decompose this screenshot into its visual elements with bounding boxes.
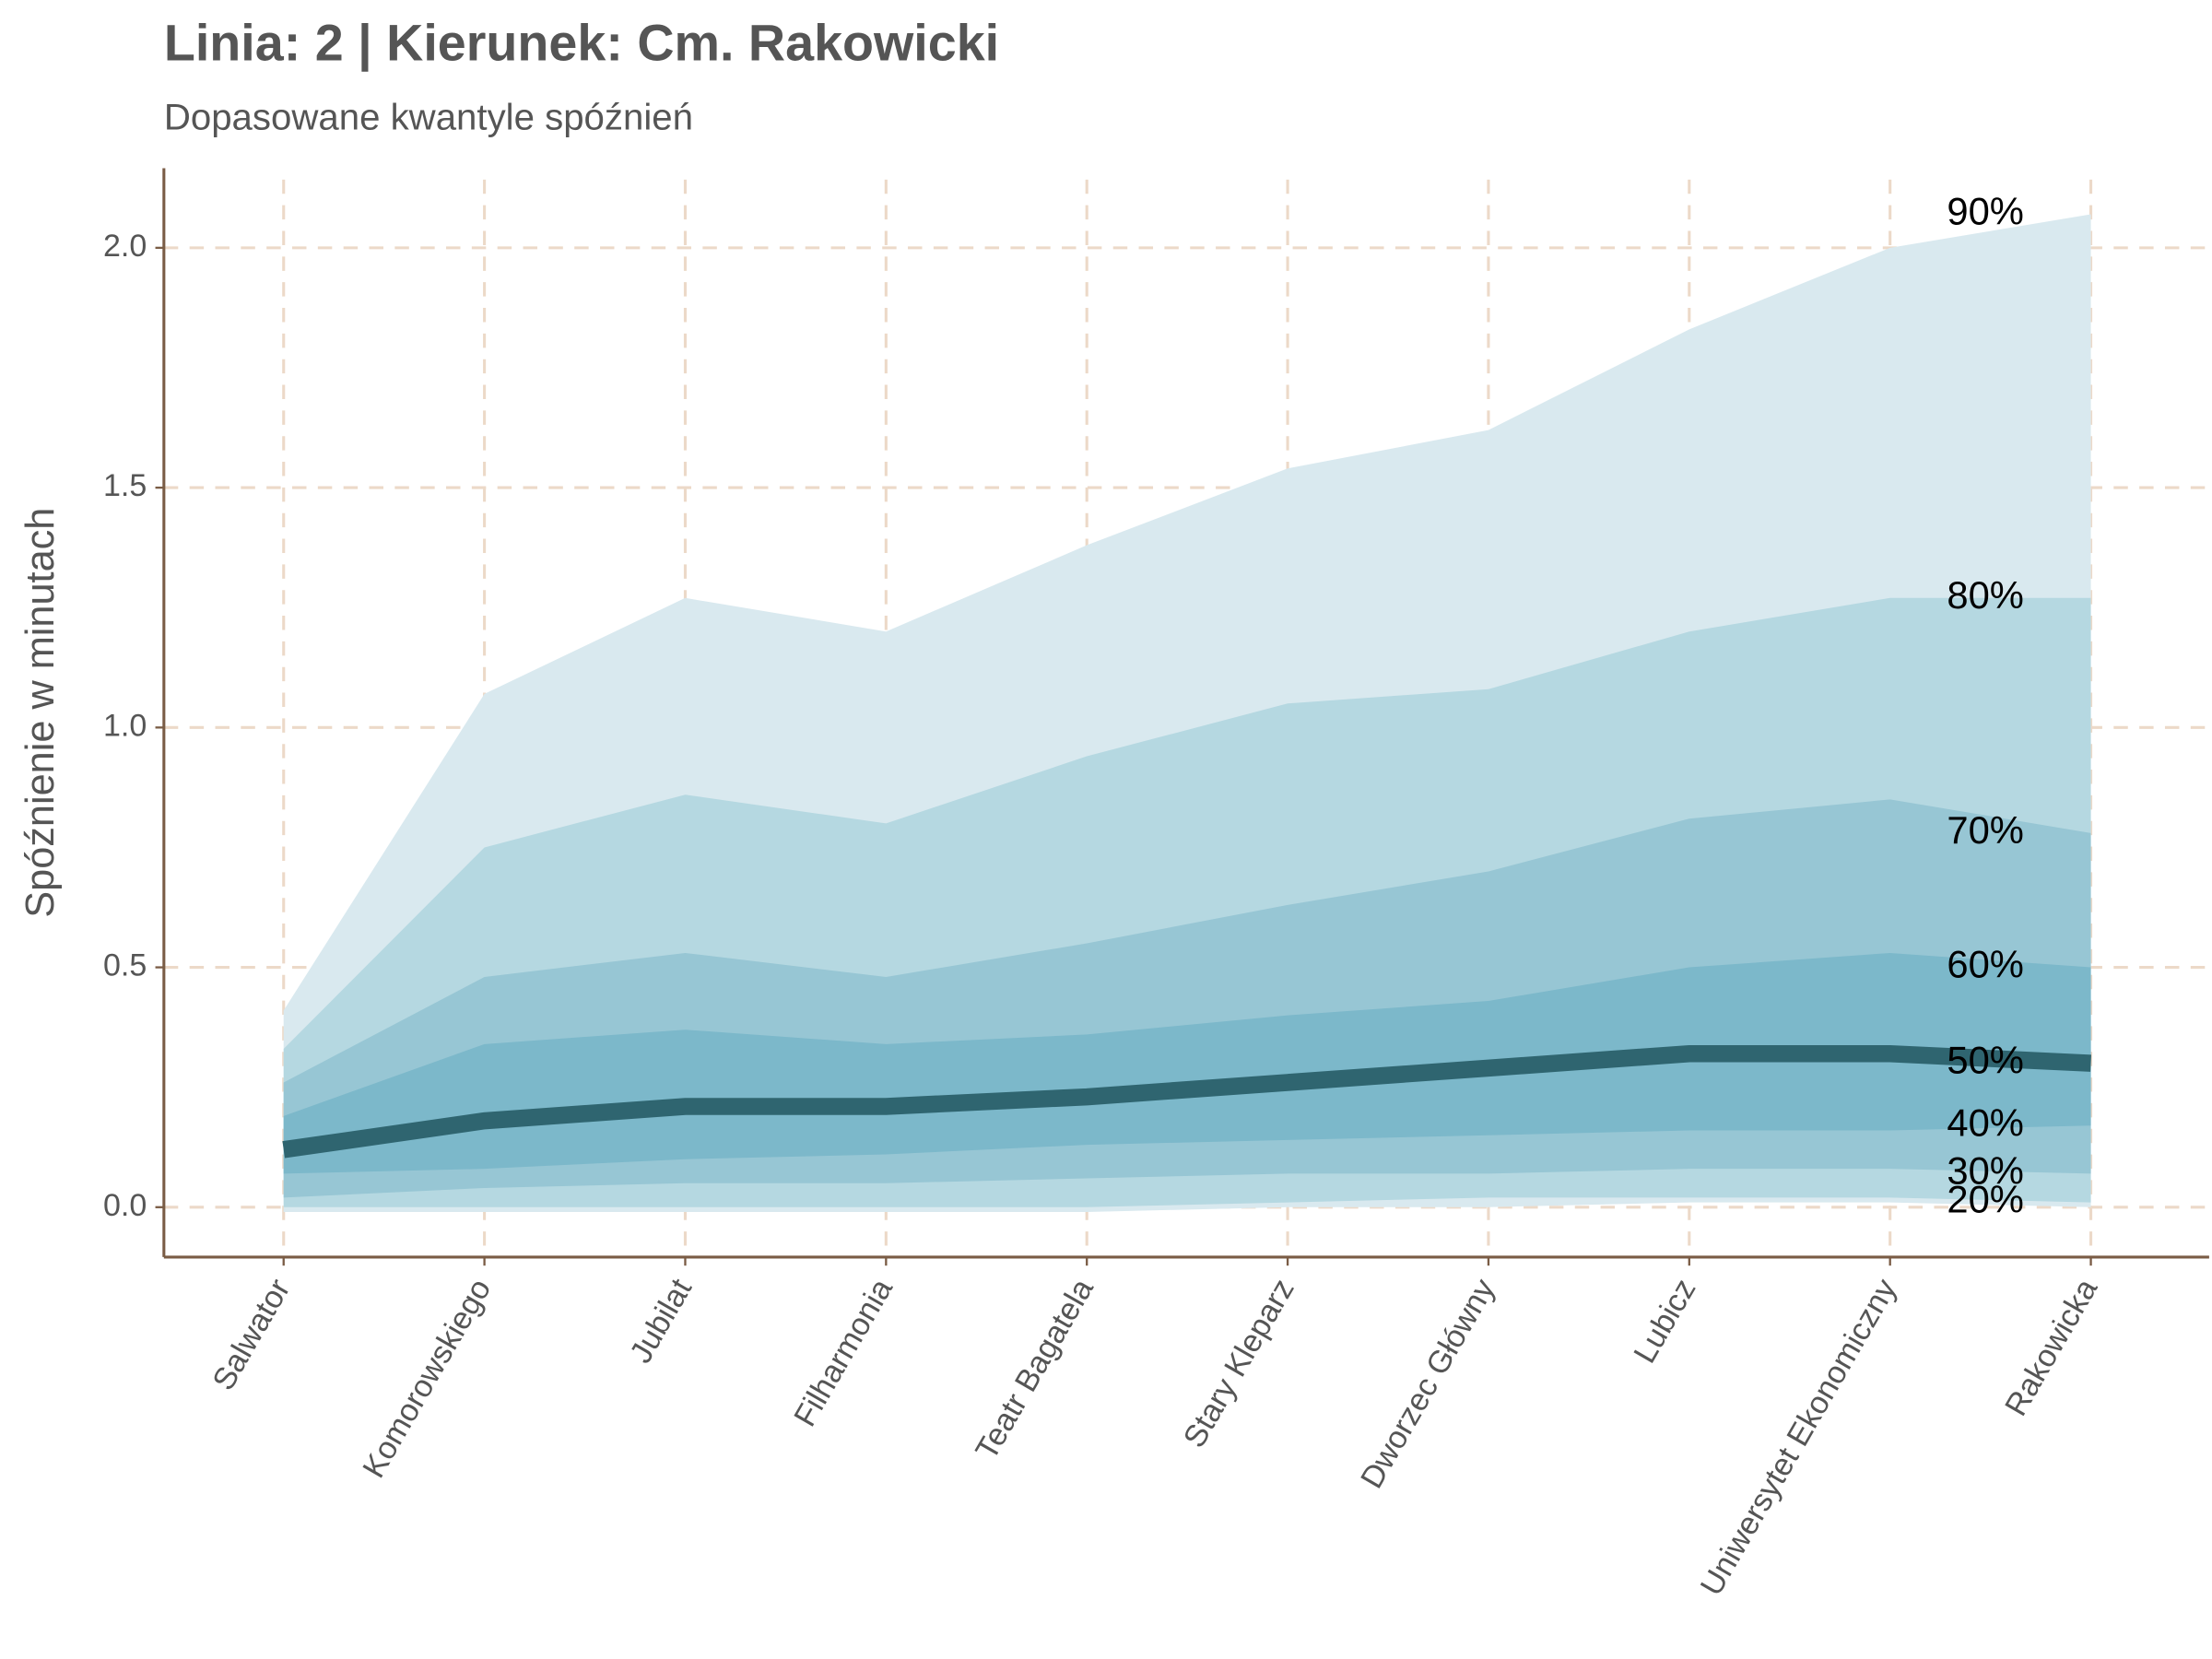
y-tick-label: 1.5	[103, 468, 147, 503]
x-tick-label: Salwator	[206, 1273, 297, 1396]
y-tick-label: 1.0	[103, 708, 147, 743]
x-tick-label: Lubicz	[1627, 1273, 1702, 1369]
y-axis-label: Spóźnienie w minutach	[18, 508, 63, 918]
quantile-label: 50%	[1947, 1039, 2024, 1082]
quantile-label: 30%	[1947, 1148, 2024, 1192]
x-tick-label: Dworzec Główny	[1354, 1273, 1502, 1494]
quantile-label: 80%	[1947, 573, 2024, 617]
y-tick-label: 2.0	[103, 229, 147, 264]
y-tick-label: 0.5	[103, 948, 147, 983]
quantile-label: 20%	[1947, 1178, 2024, 1221]
chart-title: Linia: 2 | Kierunek: Cm. Rakowicki	[164, 15, 999, 73]
y-tick-label: 0.0	[103, 1188, 147, 1223]
quantile-label: 40%	[1947, 1100, 2024, 1144]
x-tick-label: Teatr Bagatela	[969, 1273, 1100, 1465]
x-tick-label: Rakowicka	[1998, 1273, 2104, 1422]
median-line	[282, 1044, 2091, 1159]
quantile-label: 70%	[1947, 808, 2024, 852]
x-tick-label: Uniwersytet Ekonomiczny	[1694, 1273, 1904, 1601]
x-tick-label: Filharmonia	[787, 1273, 900, 1432]
x-tick-label: Jubilat	[623, 1273, 699, 1370]
quantile-label: 60%	[1947, 943, 2024, 986]
x-tick-label: Komorowskiego	[356, 1273, 498, 1484]
x-tick-label: Stary Kleparz	[1177, 1273, 1301, 1453]
chart-subtitle: Dopasowane kwantyle spóźnień	[164, 97, 693, 138]
quantile-label: 90%	[1947, 189, 2024, 232]
quantile-band	[283, 952, 2091, 1174]
